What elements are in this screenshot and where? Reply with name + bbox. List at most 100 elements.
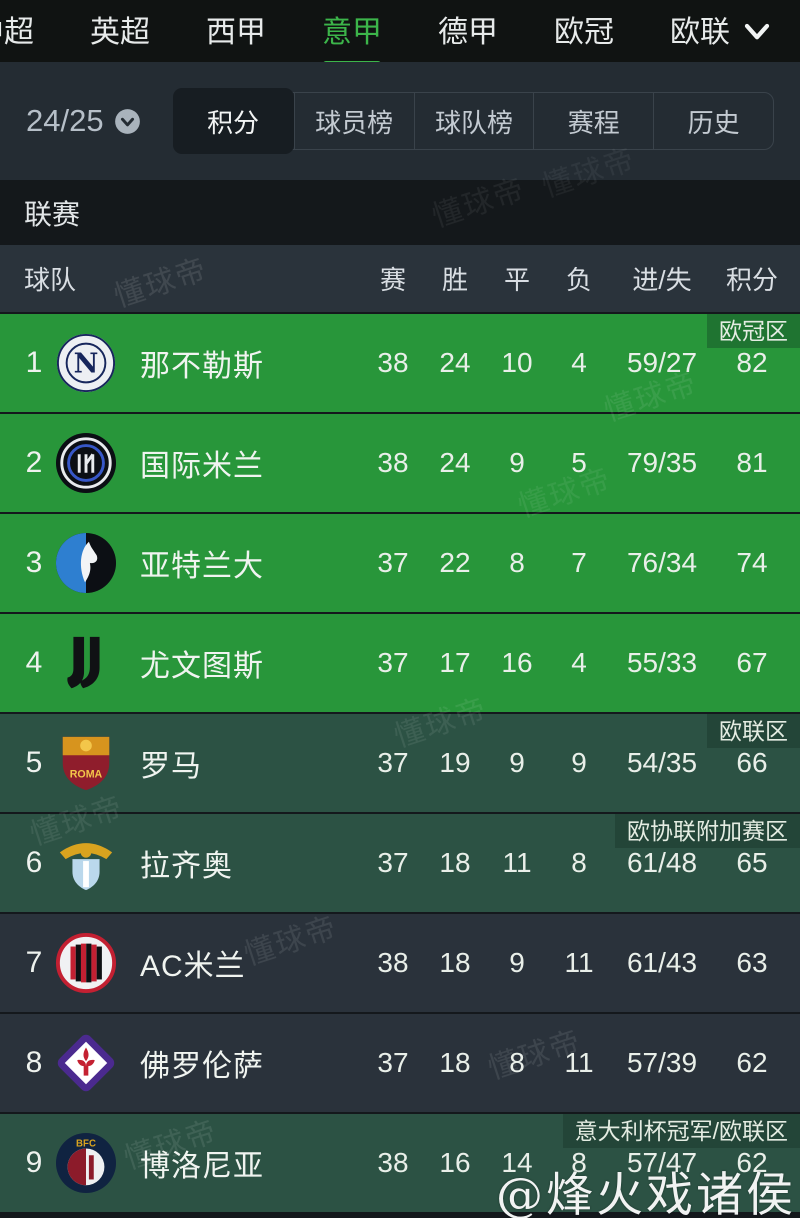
nav-tab-uel[interactable]: 欧联	[670, 16, 730, 49]
table-row[interactable]: 欧冠区 1 N 那不勒斯 38 24 10 4 59/27 82	[0, 314, 800, 412]
team-name: 尤文图斯	[140, 650, 264, 683]
league-nav: 中超 英超 西甲 意甲 德甲 欧冠 欧联	[0, 0, 800, 62]
team-name: 罗马	[140, 750, 202, 783]
zone-badge: 欧协联附加赛区	[615, 814, 800, 848]
team-name: 博洛尼亚	[140, 1150, 264, 1183]
tab-history[interactable]: 历史	[653, 93, 773, 149]
team-name: 拉齐奥	[140, 850, 233, 883]
tab-team-rankings[interactable]: 球队榜	[413, 93, 534, 149]
rank-number: 3	[25, 546, 43, 579]
stat-win: 16	[439, 1147, 471, 1178]
stat-played: 37	[377, 747, 409, 778]
stat-points: 62	[736, 1147, 768, 1178]
nav-tab-bundesliga[interactable]: 德甲	[438, 16, 498, 49]
table-row[interactable]: 2 国际米兰 38 24 9 5 79/35 81	[0, 414, 800, 512]
zone-badge: 欧联区	[707, 714, 800, 748]
rank-number: 5	[25, 746, 43, 779]
stat-played: 38	[377, 1147, 409, 1178]
stat-draw: 9	[509, 747, 525, 778]
col-win: 胜	[441, 265, 468, 295]
stat-played: 38	[377, 347, 409, 378]
section-title: 联赛	[24, 198, 81, 230]
acmilan-crest	[54, 931, 118, 995]
league-table-body: 欧冠区 1 N 那不勒斯 38 24 10 4 59/27 82 2 国际米兰 …	[0, 314, 800, 1212]
stat-loss: 4	[571, 347, 587, 378]
table-row[interactable]: 欧联区 5 ROMA 罗马 37 19 9 9 54/35 66	[0, 714, 800, 812]
season-selector[interactable]: 24/25	[26, 103, 141, 139]
table-header: 球队 赛 胜 平 负 进/失 积分	[0, 245, 800, 312]
inter-crest	[54, 431, 118, 495]
team-name: 佛罗伦萨	[140, 1050, 264, 1083]
tab-player-rankings[interactable]: 球员榜	[293, 93, 414, 149]
stat-win: 17	[439, 647, 471, 678]
stat-goals: 61/48	[626, 847, 698, 878]
stat-points: 63	[736, 947, 768, 978]
stat-goals: 57/47	[626, 1147, 698, 1178]
col-loss: 负	[565, 265, 592, 295]
view-tabs: 积分 球员榜 球队榜 赛程 历史	[172, 88, 774, 154]
stat-goals: 79/35	[626, 447, 698, 478]
col-goals: 进/失	[632, 265, 692, 295]
stat-loss: 11	[564, 947, 594, 978]
zone-badge: 欧冠区	[707, 314, 800, 348]
stat-draw: 10	[501, 347, 533, 378]
stat-points: 81	[736, 447, 768, 478]
stat-win: 18	[439, 947, 471, 978]
col-team: 球队	[24, 265, 77, 295]
stat-played: 37	[377, 547, 409, 578]
svg-text:ROMA: ROMA	[70, 769, 103, 781]
stat-played: 37	[377, 1047, 409, 1078]
tab-standings[interactable]: 积分	[172, 88, 294, 154]
table-row[interactable]: 欧协联附加赛区 6 拉齐奥 37 18 11 8 61/48 65	[0, 814, 800, 912]
nav-tab-laliga[interactable]: 西甲	[206, 16, 266, 49]
svg-text:BFC: BFC	[76, 1139, 96, 1150]
lazio-crest	[54, 831, 118, 895]
table-row[interactable]: 7 AC米兰 38 18 9 11 61/43 63	[0, 914, 800, 1012]
stat-goals: 59/27	[626, 347, 698, 378]
nav-tab-ucl[interactable]: 欧冠	[554, 16, 614, 49]
col-played: 赛	[379, 265, 406, 295]
table-row[interactable]: 4 尤文图斯 37 17 16 4 55/33 67	[0, 614, 800, 712]
atalanta-crest	[54, 531, 118, 595]
bologna-crest: BFC	[54, 1131, 118, 1195]
juventus-crest	[54, 631, 118, 695]
filter-bar: 24/25 积分 球员榜 球队榜 赛程 历史	[0, 62, 800, 180]
stat-goals: 76/34	[626, 547, 698, 578]
stat-loss: 5	[571, 447, 587, 478]
stat-points: 65	[736, 847, 768, 878]
chevron-down-icon[interactable]	[740, 14, 774, 48]
stat-played: 38	[377, 447, 409, 478]
stat-draw: 8	[509, 547, 525, 578]
stat-draw: 14	[501, 1147, 533, 1178]
rank-number: 6	[25, 846, 43, 879]
stat-win: 18	[439, 1047, 471, 1078]
stat-draw: 8	[509, 1047, 525, 1078]
nav-tab-epl[interactable]: 英超	[90, 16, 150, 49]
stat-loss: 11	[564, 1047, 594, 1078]
stat-points: 67	[736, 647, 768, 678]
rank-number: 7	[25, 946, 43, 979]
stat-goals: 54/35	[626, 747, 698, 778]
stat-points: 82	[736, 347, 768, 378]
nav-tab-seriea[interactable]: 意甲	[322, 7, 382, 55]
zone-badge: 意大利杯冠军/欧联区	[562, 1114, 800, 1148]
tab-fixtures[interactable]: 赛程	[533, 93, 653, 149]
stat-loss: 8	[571, 1147, 587, 1178]
stat-goals: 55/33	[626, 647, 698, 678]
rank-number: 9	[25, 1146, 43, 1179]
stat-played: 37	[377, 647, 409, 678]
stat-win: 22	[439, 547, 471, 578]
nav-tab-csl[interactable]: 中超	[0, 16, 34, 49]
league-tabs: 中超 英超 西甲 意甲 德甲 欧冠 欧联	[0, 7, 730, 55]
stat-points: 74	[736, 547, 768, 578]
stat-win: 19	[439, 747, 471, 778]
stat-draw: 9	[509, 947, 525, 978]
table-row[interactable]: 意大利杯冠军/欧联区 9 BFC 博洛尼亚 38 16 14 8 57/47 6…	[0, 1114, 800, 1212]
stat-loss: 8	[571, 847, 587, 878]
table-row[interactable]: 3 亚特兰大 37 22 8 7 76/34 74	[0, 514, 800, 612]
section-bar: 联赛	[0, 180, 800, 245]
table-row[interactable]: 8 佛罗伦萨 37 18 8 11 57/39 62	[0, 1014, 800, 1112]
stat-loss: 7	[571, 547, 587, 578]
stat-win: 24	[439, 347, 471, 378]
stat-goals: 61/43	[626, 947, 698, 978]
